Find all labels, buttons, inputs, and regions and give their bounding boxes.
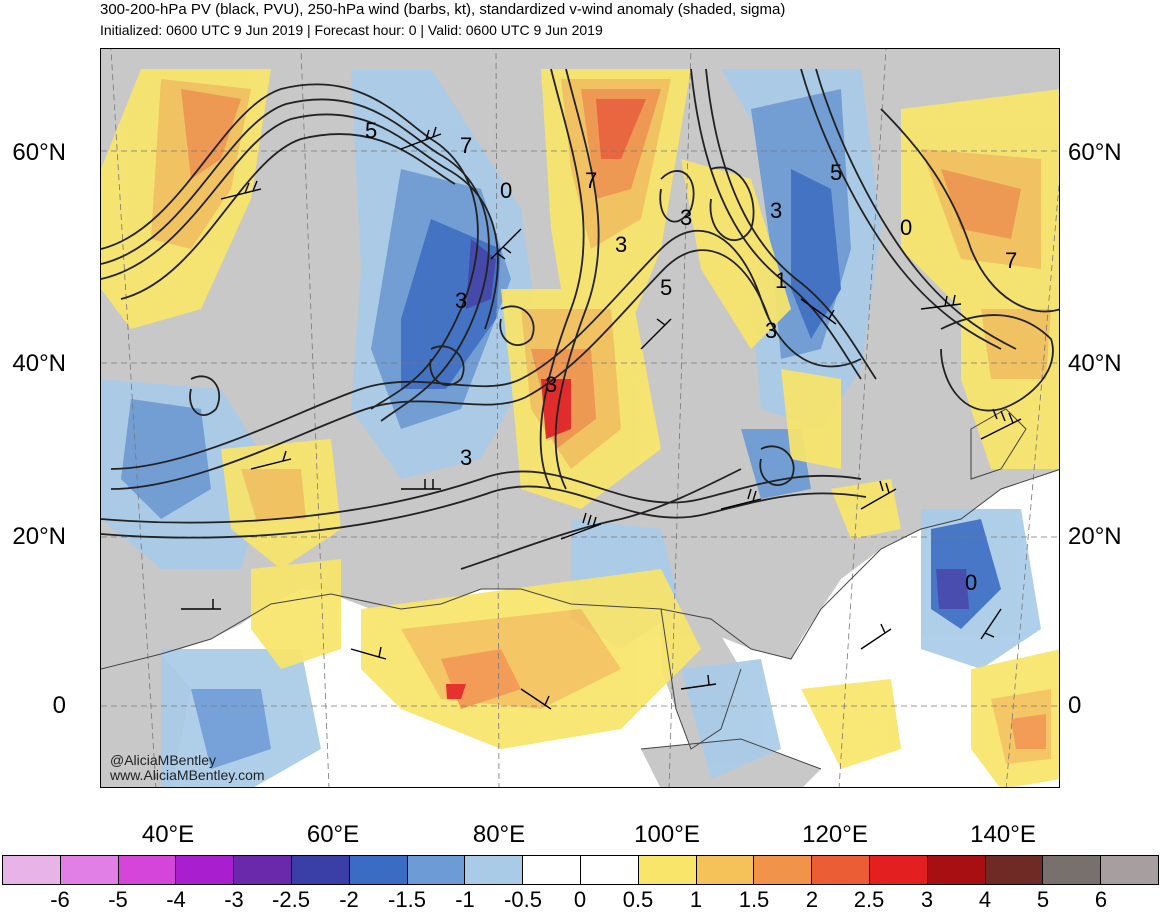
pv-label-5: 7 <box>585 168 598 193</box>
colorbar-swatch <box>927 856 986 884</box>
lat-label-right-60n: 60°N <box>1068 139 1122 166</box>
pv-label-11: 3 <box>765 318 778 343</box>
graticule <box>101 49 1059 787</box>
colorbar-swatch <box>985 856 1044 884</box>
colorbar-swatch <box>60 856 119 884</box>
colorbar-swatch <box>812 856 870 884</box>
colorbar-label: 2 <box>805 887 819 912</box>
colorbar-swatch <box>3 856 61 884</box>
colorbar-swatch <box>465 856 524 884</box>
colorbar-swatch <box>1101 856 1158 884</box>
colorbar-swatch <box>696 856 755 884</box>
lon-label-100e: 100°E <box>634 821 700 848</box>
pv-label-17: 0 <box>965 570 978 595</box>
lat-label-right-40n: 40°N <box>1068 350 1122 377</box>
pv-label-13: 0 <box>900 215 913 240</box>
colorbar-label: -2 <box>339 887 359 912</box>
colorbar-label: -4 <box>166 887 186 912</box>
pv-label-12: 5 <box>830 160 843 185</box>
lon-label-140e: 140°E <box>970 821 1036 848</box>
colorbar-label: -3 <box>224 887 244 912</box>
pv-label-2: 7 <box>460 133 473 158</box>
colorbar-label: 0 <box>573 887 587 912</box>
map-title: 300-200-hPa PV (black, PVU), 250-hPa win… <box>100 1 786 18</box>
lat-label-left-0: 0 <box>52 692 66 719</box>
pv-contours <box>101 68 1059 570</box>
colorbar-label: 1.5 <box>738 887 770 912</box>
colorbar-label: -5 <box>108 887 128 912</box>
pv-label-14: 7 <box>1005 248 1018 273</box>
positive-anomaly-shading <box>101 69 1059 787</box>
lon-label-120e: 120°E <box>802 821 868 848</box>
colorbar-label: 2.5 <box>853 887 885 912</box>
colorbar-label: 4 <box>978 887 992 912</box>
weather-map-canvas <box>101 49 1059 787</box>
colorbar-swatch <box>523 856 581 884</box>
colorbar-swatch <box>176 856 235 884</box>
colorbar-swatch <box>638 856 697 884</box>
colorbar-label: 5 <box>1036 887 1050 912</box>
colorbar-swatch <box>580 856 639 884</box>
wind-barbs <box>181 126 1022 710</box>
colorbar-label: 0.5 <box>622 887 654 912</box>
colorbar-swatch <box>1043 856 1102 884</box>
colorbar-label: -0.5 <box>504 887 542 912</box>
lon-label-80e: 80°E <box>472 821 526 848</box>
lat-label-left-40n: 40°N <box>12 350 66 377</box>
credit-site: www.AliciaMBentley.com <box>110 767 265 783</box>
colorbar-swatch <box>234 856 292 884</box>
colorbar-label: 1 <box>689 887 703 912</box>
pv-label-16: 3 <box>460 445 473 470</box>
lat-label-right-0: 0 <box>1068 692 1082 719</box>
colorbar-swatch <box>869 856 928 884</box>
colorbar-swatch <box>349 856 408 884</box>
pv-label-9: 3 <box>770 198 783 223</box>
credit-handle: @AliciaMBentley <box>110 752 217 768</box>
colorbar-label: 3 <box>920 887 934 912</box>
colorbar-label: -6 <box>50 887 70 912</box>
pv-label-7: 3 <box>545 372 558 397</box>
colorbar-label: 6 <box>1094 887 1108 912</box>
colorbar-label: -1.5 <box>388 887 426 912</box>
lon-label-40e: 40°E <box>141 821 195 848</box>
lat-label-left-20n: 20°N <box>12 523 66 550</box>
colorbar-label: -1 <box>455 887 475 912</box>
map-subtitle: Initialized: 0600 UTC 9 Jun 2019 | Forec… <box>100 22 603 38</box>
colorbar-swatch <box>291 856 350 884</box>
coastlines <box>101 408 1059 770</box>
colorbar <box>2 855 1159 885</box>
pv-label-3: 0 <box>500 178 513 203</box>
pv-label-15: 3 <box>680 205 693 230</box>
pv-label-4: 3 <box>455 288 468 313</box>
pv-label-1: 5 <box>365 118 378 143</box>
lon-label-60e: 60°E <box>306 821 360 848</box>
colorbar-swatch <box>118 856 177 884</box>
pv-label-8: 5 <box>660 275 673 300</box>
colorbar-swatch <box>754 856 813 884</box>
pv-label-6: 3 <box>615 232 628 257</box>
map-panel <box>100 48 1060 788</box>
colorbar-label: -2.5 <box>272 887 310 912</box>
lat-label-left-60n: 60°N <box>12 139 66 166</box>
lat-label-right-20n: 20°N <box>1068 523 1122 550</box>
pv-label-10: 1 <box>775 268 788 293</box>
colorbar-swatch <box>407 856 466 884</box>
